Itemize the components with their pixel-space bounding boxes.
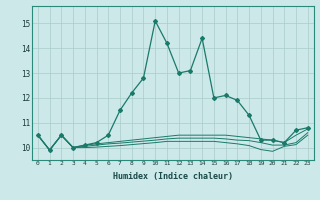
X-axis label: Humidex (Indice chaleur): Humidex (Indice chaleur) <box>113 172 233 181</box>
